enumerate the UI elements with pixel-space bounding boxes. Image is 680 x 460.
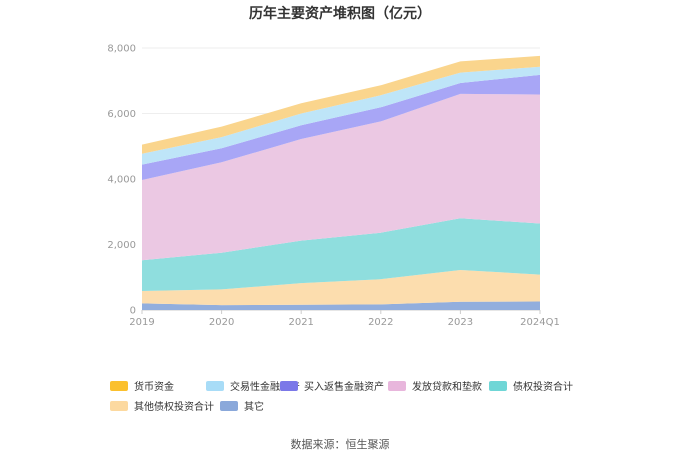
chart-title: 历年主要资产堆积图（亿元） <box>249 6 431 22</box>
area-series-2 <box>142 218 540 291</box>
legend-label: 发放贷款和垫款 <box>412 382 482 393</box>
legend-label: 其它 <box>244 402 264 413</box>
legend-swatch <box>388 380 406 391</box>
area-series-3 <box>142 93 540 261</box>
legend-label: 债权投资合计 <box>513 382 573 393</box>
y-tick-label: 4,000 <box>107 175 136 186</box>
y-tick-label: 8,000 <box>107 44 136 55</box>
y-tick-label: 0 <box>130 306 136 317</box>
legend-label: 其他债权投资合计 <box>134 402 214 413</box>
y-axis: 0 2,000 4,000 6,000 8,000 <box>107 44 136 317</box>
legend-label: 交易性金融资产 <box>230 382 300 393</box>
legend-item[interactable]: 其他债权投资合计 <box>110 398 214 413</box>
area-series-6 <box>142 55 540 154</box>
area-series-5 <box>142 66 540 165</box>
y-tick-label: 2,000 <box>107 240 136 251</box>
x-tick-label: 2024Q1 <box>520 317 560 328</box>
x-tick-label: 2021 <box>288 317 313 328</box>
x-tick-label: 2023 <box>448 317 473 328</box>
legend-swatch <box>489 380 507 391</box>
legend-item[interactable]: 其它 <box>220 398 264 413</box>
legend-item[interactable]: 货币资金 <box>110 378 174 393</box>
legend-item[interactable]: 交易性金融资产 <box>206 378 300 393</box>
legend-swatch <box>280 380 298 391</box>
x-axis: 2019 2020 2021 2022 2023 2024Q1 <box>129 310 560 328</box>
legend-swatch <box>110 380 128 391</box>
area-series-4 <box>142 74 540 180</box>
data-source: 数据来源：恒生聚源 <box>290 438 390 451</box>
legend-label: 货币资金 <box>134 382 174 393</box>
x-tick-label: 2019 <box>129 317 154 328</box>
x-tick-label: 2022 <box>368 317 393 328</box>
legend-item[interactable]: 买入返售金融资产 <box>280 378 384 393</box>
legend-label: 买入返售金融资产 <box>304 382 384 393</box>
legend-swatch <box>110 400 128 411</box>
area-series-0 <box>142 301 540 310</box>
x-tick-label: 2020 <box>209 317 234 328</box>
y-tick-label: 6,000 <box>107 109 136 120</box>
legend-item[interactable]: 发放贷款和垫款 <box>388 378 482 393</box>
legend-swatch <box>220 400 238 411</box>
legend-swatch <box>206 380 224 391</box>
area-series-1 <box>142 270 540 306</box>
stacked-areas <box>142 55 540 310</box>
legend-item[interactable]: 债权投资合计 <box>489 378 573 393</box>
